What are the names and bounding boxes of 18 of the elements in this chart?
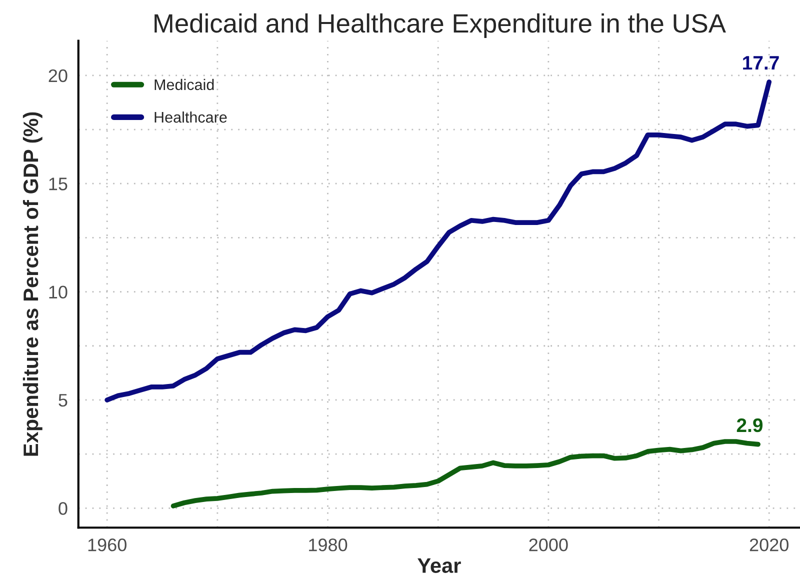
x-tick-label: 2020 bbox=[750, 538, 788, 552]
legend-label: Medicaid bbox=[154, 78, 214, 90]
y-tick-label: 5 bbox=[58, 394, 68, 407]
y-axis-title: Expenditure as Percent of GDP (%) bbox=[22, 112, 42, 456]
legend-label: Healthcare bbox=[154, 111, 227, 123]
chart-title: Medicaid and Healthcare Expenditure in the USA bbox=[154, 13, 726, 38]
x-tick-label: 1980 bbox=[309, 538, 348, 552]
x-axis-title: Year bbox=[418, 558, 461, 573]
x-tick-label: 2000 bbox=[529, 538, 568, 552]
annotation: 2.9 bbox=[736, 418, 763, 432]
x-tick-label: 1960 bbox=[88, 538, 126, 552]
y-tick-label: 15 bbox=[49, 178, 68, 190]
annotation: 17.7 bbox=[743, 56, 779, 70]
line-series bbox=[170, 439, 760, 508]
y-tick-label: 0 bbox=[58, 502, 68, 515]
y-tick-label: 10 bbox=[49, 286, 68, 299]
line-series bbox=[104, 79, 772, 402]
y-tick-label: 20 bbox=[48, 69, 68, 82]
